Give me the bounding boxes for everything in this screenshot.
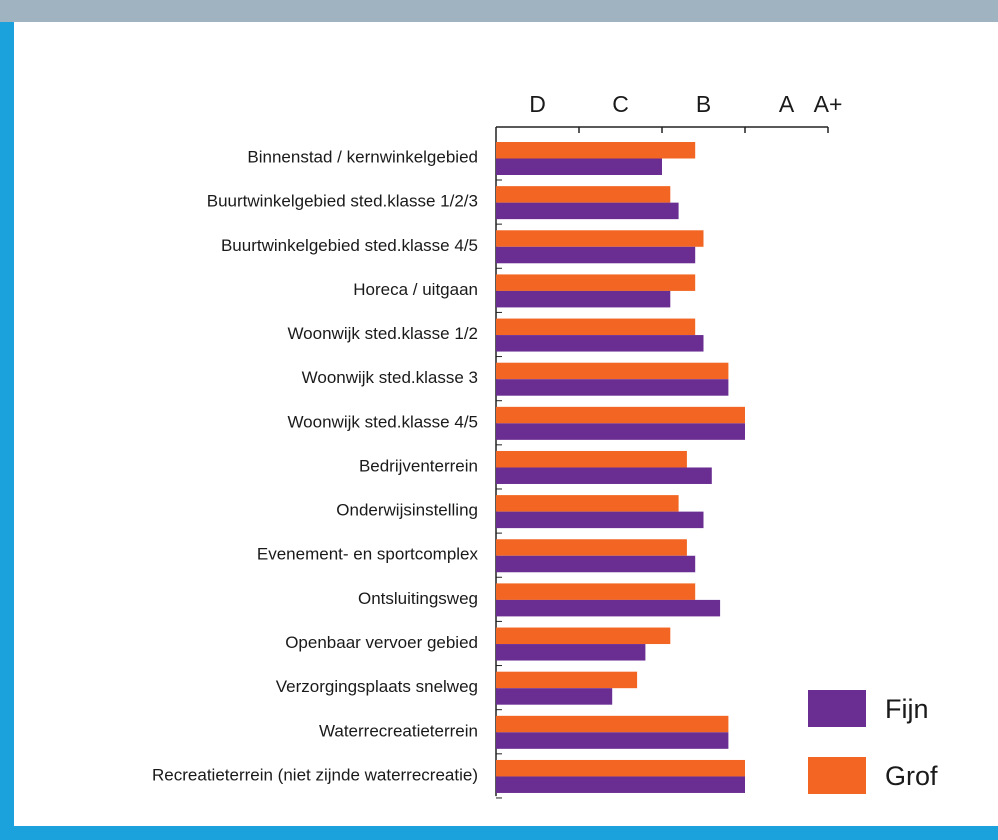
bar: [496, 379, 728, 396]
bar: [496, 556, 695, 573]
bar: [496, 760, 745, 777]
bar: [496, 423, 745, 440]
x-tick-label: A: [779, 91, 795, 117]
bar: [496, 688, 612, 705]
bar: [496, 142, 695, 159]
legend-swatch: [808, 757, 866, 794]
x-tick-label: A+: [814, 91, 843, 117]
bar: [496, 203, 679, 220]
bar: [496, 230, 704, 247]
category-label: Woonwijk sted.klasse 3: [302, 368, 478, 387]
category-label: Buurtwinkelgebied sted.klasse 4/5: [221, 236, 478, 255]
legend-swatch: [808, 690, 866, 727]
x-tick-label: C: [612, 91, 629, 117]
bar: [496, 247, 695, 264]
category-label: Buurtwinkelgebied sted.klasse 1/2/3: [207, 192, 478, 211]
legend-label: Grof: [885, 761, 938, 791]
bar: [496, 186, 670, 203]
bar: [496, 600, 720, 617]
category-label: Verzorgingsplaats snelweg: [276, 677, 478, 696]
bar: [496, 628, 670, 645]
page: D C B A A+ Binnenstad / kernwinkelgebied Buurt…: [0, 0, 998, 840]
category-label: Recreatieterrein (niet zijnde waterrecre…: [152, 765, 478, 784]
bar: [496, 672, 637, 689]
category-label: Ontsluitingsweg: [358, 589, 478, 608]
category-label: Woonwijk sted.klasse 1/2: [287, 324, 478, 343]
bar: [496, 644, 645, 661]
bar: [496, 512, 704, 529]
category-label: Onderwijsinstelling: [336, 501, 478, 520]
bar: [496, 583, 695, 600]
bar: [496, 319, 695, 336]
category-label: Evenement- en sportcomplex: [257, 545, 479, 564]
category-label: Bedrijventerrein: [359, 456, 478, 475]
bar: [496, 407, 745, 424]
category-label: Waterrecreatieterrein: [319, 721, 478, 740]
x-tick-label: D: [529, 91, 546, 117]
legend-label: Fijn: [885, 694, 929, 724]
chart: D C B A A+ Binnenstad / kernwinkelgebied Buurt…: [0, 0, 998, 840]
bar: [496, 451, 687, 468]
bar: [496, 291, 670, 308]
category-label: Binnenstad / kernwinkelgebied: [247, 147, 478, 166]
x-tick-label: B: [696, 91, 711, 117]
photo-strip: [0, 0, 998, 22]
bar: [496, 539, 687, 556]
bar: [496, 732, 728, 749]
category-label: Woonwijk sted.klasse 4/5: [287, 412, 478, 431]
bar: [496, 159, 662, 176]
bar: [496, 274, 695, 291]
bar: [496, 776, 745, 793]
bar: [496, 467, 712, 484]
bar: [496, 495, 679, 512]
bar: [496, 716, 728, 733]
bar: [496, 363, 728, 380]
category-label: Horeca / uitgaan: [353, 280, 478, 299]
bar: [496, 335, 704, 352]
category-label: Openbaar vervoer gebied: [285, 633, 478, 652]
